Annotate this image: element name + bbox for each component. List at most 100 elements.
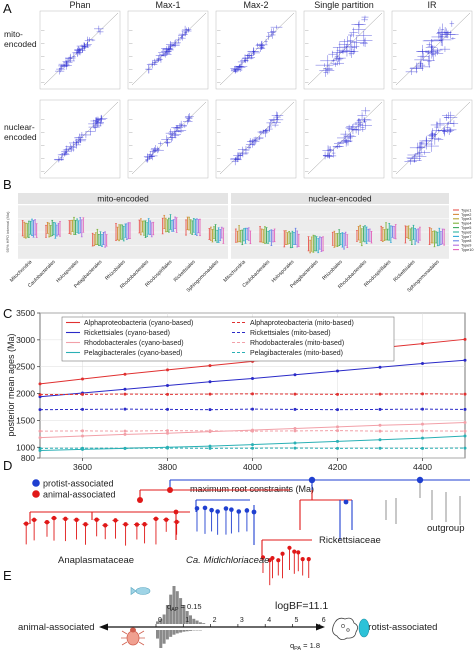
column-title: Max-1 xyxy=(155,0,180,10)
node-marker xyxy=(287,545,292,550)
legend-label: Alphaproteobacteria (mito-based) xyxy=(250,320,354,327)
data-point xyxy=(463,407,467,411)
left-label-animal-associated: animal-associated xyxy=(18,622,95,633)
histogram-bar-upper xyxy=(198,622,202,624)
column-title: Phan xyxy=(69,0,90,10)
data-point xyxy=(336,425,339,429)
data-point xyxy=(38,395,42,399)
data-point xyxy=(336,429,339,433)
legend-label: Pelagibacterales (cyano-based) xyxy=(84,350,182,357)
panel-letter-b: B xyxy=(3,177,12,192)
data-point xyxy=(123,429,127,433)
y-tick-label: 3500 xyxy=(16,308,35,318)
axis-tick-label: — xyxy=(305,54,309,58)
axis-tick-label: — xyxy=(393,130,397,134)
facet-title-nuclear: nuclear-encoded xyxy=(308,194,372,204)
data-point xyxy=(166,429,169,433)
node-marker xyxy=(113,518,118,523)
tick-icon xyxy=(121,627,145,646)
panel-letter-a: A xyxy=(3,1,12,16)
histogram-bar-lower xyxy=(182,630,186,632)
panel-b-ylabel: 95% HPD interval (Ma) xyxy=(5,211,10,253)
data-point xyxy=(463,434,467,438)
axis-tick-label: — xyxy=(305,169,309,173)
legend-label: Type1 xyxy=(461,208,471,212)
node-marker xyxy=(44,520,50,525)
data-point xyxy=(378,446,382,450)
histogram-bar-lower xyxy=(185,630,189,632)
legend-label: Type4 xyxy=(461,222,471,226)
annotation-q-pa: qPA = 1.8 xyxy=(290,641,320,651)
scatter-subplot: — — — — — xyxy=(215,10,297,90)
data-point xyxy=(378,438,382,442)
node-marker xyxy=(123,522,128,527)
category-tick-label: Rhizobiales xyxy=(321,259,344,282)
clade-label-outgroup: outgroup xyxy=(427,523,465,534)
data-point xyxy=(38,408,42,412)
category-tick-label: Holosporales xyxy=(55,259,80,284)
axis-tick-label: — xyxy=(129,143,133,147)
axis-tick-label: — xyxy=(41,156,45,160)
histogram-bar-lower xyxy=(159,630,163,648)
scatter-subplot: — — — — — xyxy=(39,10,121,90)
data-point xyxy=(293,407,297,411)
node-marker xyxy=(94,517,99,522)
clade-label-midichloriaceae: Ca. Midichloriaceae xyxy=(186,555,269,566)
data-point xyxy=(421,436,424,440)
node-marker xyxy=(229,507,234,512)
scatter-subplot: — — — — — xyxy=(127,10,209,90)
data-point xyxy=(81,407,84,411)
axis-tick-label: — xyxy=(129,41,133,45)
node-marker xyxy=(276,558,281,563)
node-marker xyxy=(51,515,57,521)
data-point xyxy=(251,392,254,396)
axis-tick-label: — xyxy=(217,67,221,71)
node-marker xyxy=(251,509,257,515)
legend-label: Type8 xyxy=(461,239,471,243)
histogram-bar-upper xyxy=(195,620,199,624)
node-marker xyxy=(244,508,250,513)
data-point xyxy=(38,436,42,440)
data-point xyxy=(463,358,467,362)
axis-tick-label: — xyxy=(129,80,133,84)
axis-tick-label: — xyxy=(41,67,45,71)
data-point xyxy=(208,380,212,384)
x-tick-label: 4000 xyxy=(243,462,262,472)
data-point xyxy=(378,407,382,411)
axis-tick-label: — xyxy=(217,54,221,58)
node-marker xyxy=(300,557,305,562)
row-label-nuclear-line1: nuclear- xyxy=(4,122,35,132)
identity-line xyxy=(395,101,471,175)
node-marker xyxy=(174,519,179,525)
data-point xyxy=(251,407,254,411)
axis-tick-label: — xyxy=(393,169,397,173)
node-marker xyxy=(270,555,275,561)
data-point xyxy=(123,446,127,450)
data-point xyxy=(81,392,84,396)
histogram-bar-lower xyxy=(179,630,183,633)
data-point xyxy=(463,421,467,425)
legend-label: Type2 xyxy=(461,213,471,217)
axis-tick-label: — xyxy=(129,130,133,134)
panel-e-rate-histograms: 0 1 2 3 4 5 6 qAP = 0.15 qPA = 1.8 logBF=11.1 an… xyxy=(18,586,437,651)
node-marker xyxy=(74,517,79,523)
axis-tick-label: — xyxy=(129,67,133,71)
rate-axis-arrow-right xyxy=(316,623,325,631)
axis-tick-label: — xyxy=(305,80,309,84)
data-point xyxy=(293,441,297,445)
x-tick-label: 3600 xyxy=(73,462,92,472)
x-tick-label: 4400 xyxy=(413,462,432,472)
data-point xyxy=(378,365,382,369)
data-point xyxy=(38,382,42,386)
identity-line xyxy=(43,12,119,86)
histogram-bar-lower xyxy=(172,630,176,635)
node-marker xyxy=(142,522,147,527)
amoeba-icon xyxy=(332,617,358,640)
axis-tick-label: — xyxy=(393,143,397,147)
scatter-subplot: — — — — — xyxy=(215,99,297,179)
identity-line xyxy=(307,12,383,86)
data-point xyxy=(251,429,254,433)
legend-box xyxy=(61,316,395,362)
axis-tick-label: — xyxy=(217,80,221,84)
